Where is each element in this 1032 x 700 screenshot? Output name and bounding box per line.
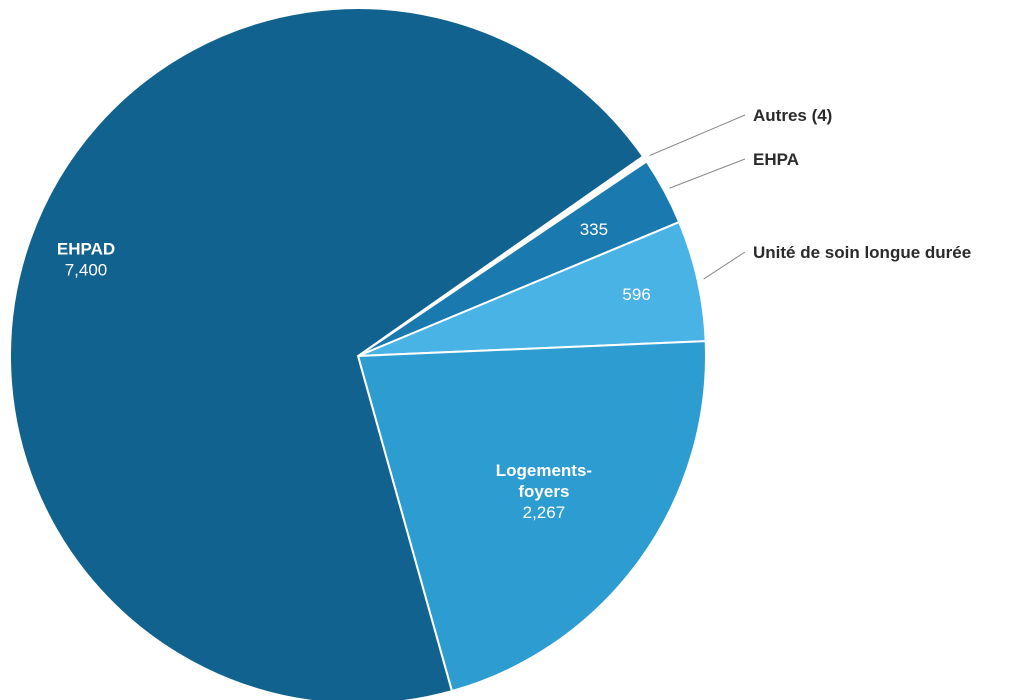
slice-name-label-logements-foyers-2: foyers <box>518 482 569 501</box>
labels-layer: 335 596 Logements-foyers 2,267 EHPAD 7,400 Aut… <box>57 106 971 522</box>
outside-label-unite-de-soin-longue-duree: Unité de soin longue durée <box>753 243 971 262</box>
leader-lines-layer <box>649 114 746 280</box>
outside-label-ehpa: EHPA <box>753 150 799 169</box>
pie-slice-logements-foyers <box>356 340 707 693</box>
leader-line-ehpa <box>669 158 746 189</box>
leader-line-autres-4 <box>649 114 746 156</box>
slice-value-label-ehpa: 335 <box>580 220 608 239</box>
slice-value-label-logements-foyers: 2,267 <box>523 503 566 522</box>
slice-value-label-unite-de-soin-longue-duree: 596 <box>622 285 650 304</box>
leader-line-unite-de-soin-longue-duree <box>703 251 746 280</box>
slice-name-label-ehpad: EHPAD <box>57 239 115 258</box>
outside-label-autres-4: Autres (4) <box>753 106 832 125</box>
pie-slice-ehpad <box>9 7 645 700</box>
slice-name-label-logements-foyers-1: Logements- <box>496 461 592 480</box>
slices-layer <box>9 7 707 700</box>
slice-value-label-ehpad: 7,400 <box>65 260 108 279</box>
